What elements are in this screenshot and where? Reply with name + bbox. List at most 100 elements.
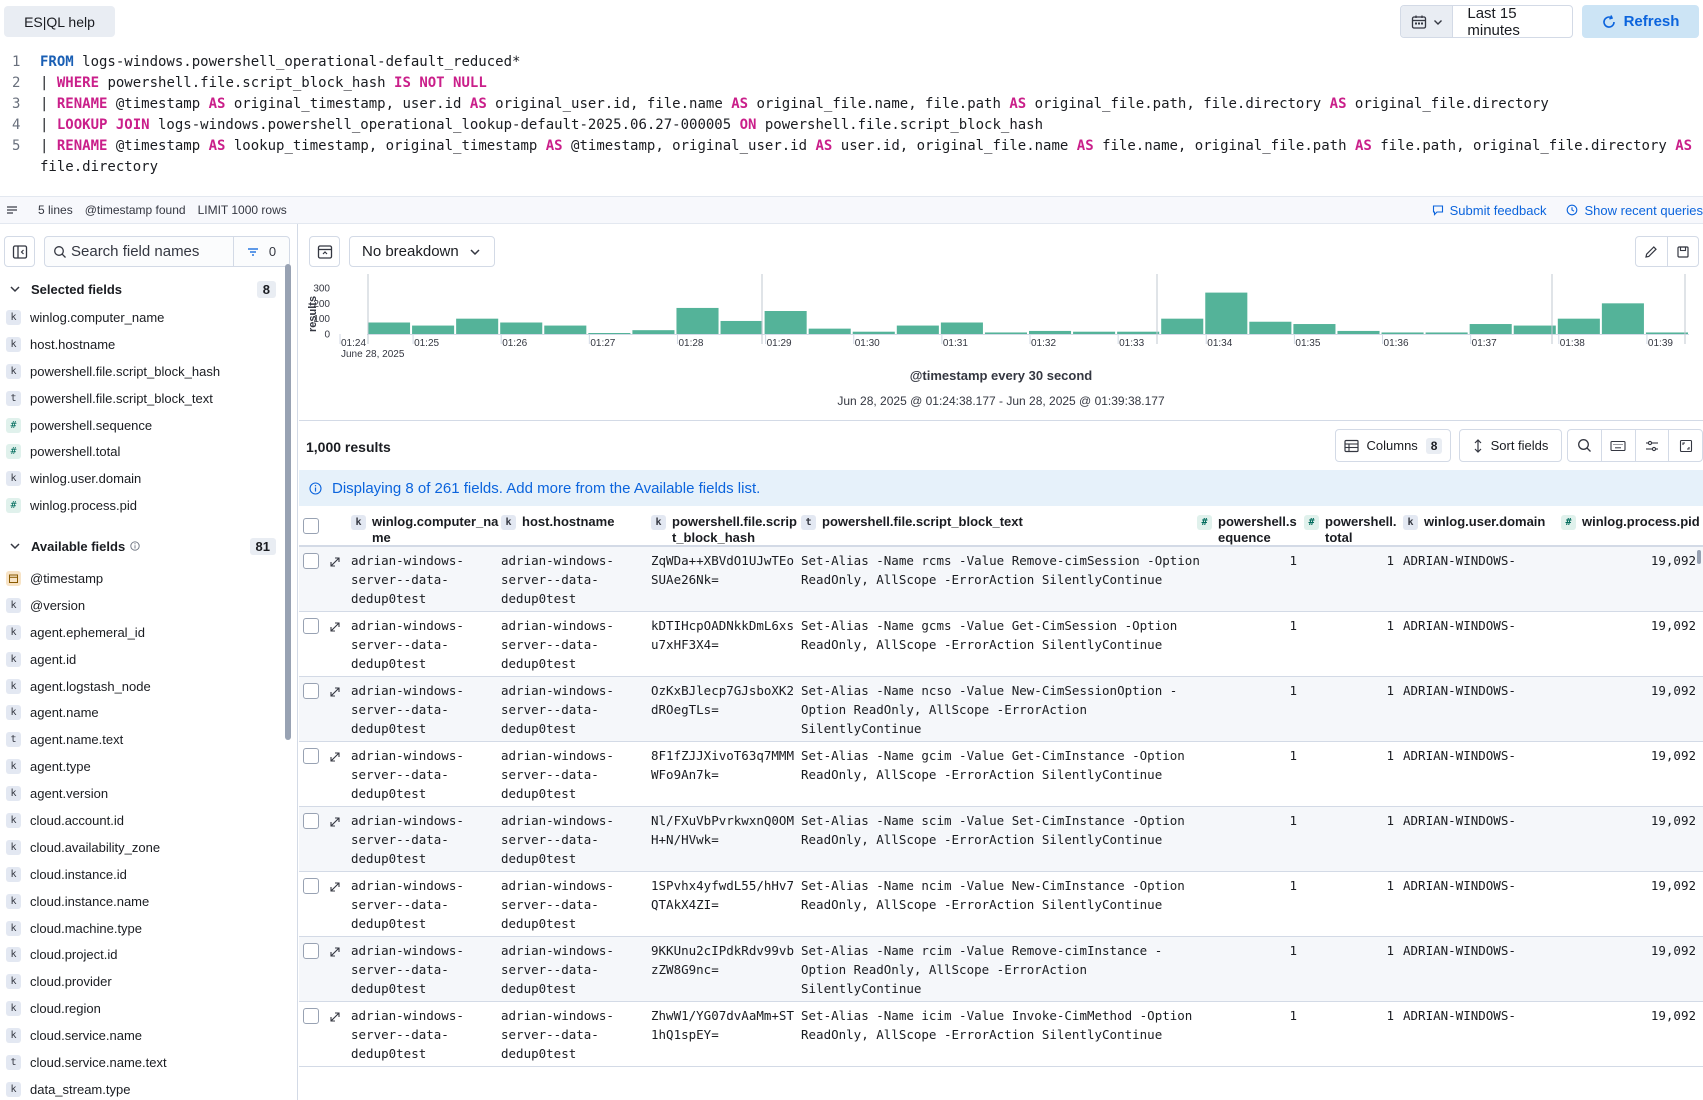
row-checkbox[interactable] xyxy=(303,748,319,764)
field-item[interactable]: k winlog.computer_name xyxy=(6,304,276,331)
field-search[interactable]: 0 xyxy=(44,236,290,267)
editor-line[interactable]: 5 | RENAME @timestamp AS lookup_timestamp… xyxy=(0,136,1703,157)
select-all-checkbox[interactable] xyxy=(303,518,319,534)
field-item[interactable]: # powershell.sequence xyxy=(6,412,276,439)
field-item[interactable]: k powershell.file.script_block_hash xyxy=(6,358,276,385)
expand-row-icon[interactable] xyxy=(329,555,341,574)
sidebar-scrollbar[interactable] xyxy=(285,264,291,740)
esql-help-button[interactable]: ES|QL help xyxy=(4,6,115,37)
columns-button[interactable]: Columns 8 xyxy=(1335,429,1451,462)
edit-visualization-button[interactable] xyxy=(1636,237,1667,266)
expand-row-icon[interactable] xyxy=(329,815,341,834)
show-recent-queries-link[interactable]: Show recent queries xyxy=(1566,203,1703,218)
table-row[interactable]: adrian-windows- server--data- dedup0test… xyxy=(299,612,1703,677)
field-item[interactable]: k data_stream.type xyxy=(6,1076,276,1100)
keyboard-shortcuts-button[interactable] xyxy=(1600,430,1635,461)
grid-search-button[interactable] xyxy=(1568,430,1601,461)
field-item[interactable]: k agent.version xyxy=(6,780,276,807)
fullscreen-button[interactable] xyxy=(1668,430,1702,461)
field-item[interactable]: k cloud.region xyxy=(6,995,276,1022)
histogram-bar xyxy=(1425,332,1468,334)
field-filter-button[interactable]: 0 xyxy=(233,237,289,266)
selected-fields-header[interactable]: Selected fields 8 xyxy=(6,276,276,302)
table-row[interactable]: adrian-windows- server--data- dedup0test… xyxy=(299,937,1703,1002)
field-item[interactable]: k cloud.instance.name xyxy=(6,888,276,915)
collapse-sidebar-button[interactable] xyxy=(4,236,35,267)
grid-scrollbar[interactable] xyxy=(1697,550,1701,564)
table-row[interactable]: adrian-windows- server--data- dedup0test… xyxy=(299,742,1703,807)
date-range-label[interactable]: Last 15 minutes xyxy=(1467,4,1520,39)
editor-line[interactable]: 1 FROM logs-windows.powershell_operationa… xyxy=(0,52,1703,73)
row-checkbox[interactable] xyxy=(303,878,319,894)
column-header[interactable]: # powershell.s equence xyxy=(1197,514,1297,546)
field-item[interactable]: k cloud.instance.id xyxy=(6,861,276,888)
field-search-input[interactable] xyxy=(71,243,231,260)
field-item[interactable]: k agent.name xyxy=(6,699,276,726)
table-row[interactable]: adrian-windows- server--data- dedup0test… xyxy=(299,1002,1703,1067)
sort-fields-button[interactable]: Sort fields xyxy=(1459,429,1562,462)
info-icon[interactable] xyxy=(130,541,140,551)
field-item[interactable]: t cloud.service.name.text xyxy=(6,1049,276,1076)
field-item[interactable]: k cloud.service.name xyxy=(6,1022,276,1049)
field-item[interactable]: k cloud.project.id xyxy=(6,941,276,968)
query-editor[interactable]: 1 FROM logs-windows.powershell_operationa… xyxy=(0,52,1703,192)
field-item[interactable]: @timestamp xyxy=(6,565,276,592)
field-item[interactable]: k agent.logstash_node xyxy=(6,673,276,700)
keyword-type-icon: k xyxy=(6,471,21,487)
editor-line[interactable]: 2 | WHERE powershell.file.script_block_ha… xyxy=(0,73,1703,94)
field-item[interactable]: k winlog.user.domain xyxy=(6,465,276,492)
editor-line[interactable]: 4 | LOOKUP JOIN logs-windows.powershell_o… xyxy=(0,115,1703,136)
field-item[interactable]: t powershell.file.script_block_text xyxy=(6,385,276,412)
submit-feedback-link[interactable]: Submit feedback xyxy=(1432,203,1559,218)
field-item[interactable]: k cloud.availability_zone xyxy=(6,834,276,861)
column-header[interactable]: k winlog.computer_na me xyxy=(351,514,498,546)
row-checkbox[interactable] xyxy=(303,553,319,569)
expand-row-icon[interactable] xyxy=(329,880,341,899)
save-visualization-button[interactable] xyxy=(1666,237,1699,266)
table-row[interactable]: adrian-windows- server--data- dedup0test… xyxy=(299,547,1703,612)
available-fields-header[interactable]: Available fields 81 xyxy=(6,533,276,559)
row-checkbox[interactable] xyxy=(303,618,319,634)
refresh-button[interactable]: Refresh xyxy=(1582,5,1699,38)
display-settings-button[interactable] xyxy=(1634,430,1669,461)
column-header[interactable]: k host.hostname xyxy=(501,514,614,530)
field-item[interactable]: t agent.name.text xyxy=(6,726,276,753)
expand-row-icon[interactable] xyxy=(329,685,341,704)
table-row[interactable]: adrian-windows- server--data- dedup0test… xyxy=(299,677,1703,742)
field-item[interactable]: k cloud.machine.type xyxy=(6,915,276,942)
table-row[interactable]: adrian-windows- server--data- dedup0test… xyxy=(299,807,1703,872)
row-checkbox[interactable] xyxy=(303,1008,319,1024)
field-item[interactable]: k agent.type xyxy=(6,753,276,780)
toggle-chart-button[interactable] xyxy=(309,236,340,267)
refresh-icon xyxy=(1602,14,1615,28)
editor-line[interactable]: 3 | RENAME @timestamp AS original_timesta… xyxy=(0,94,1703,115)
keyword-type-icon: k xyxy=(651,515,666,530)
expand-row-icon[interactable] xyxy=(329,1010,341,1029)
column-header[interactable]: t powershell.file.script_block_text xyxy=(801,514,1023,530)
field-item[interactable]: k cloud.provider xyxy=(6,968,276,995)
field-item[interactable]: k agent.ephemeral_id xyxy=(6,619,276,646)
field-item[interactable]: # winlog.process.pid xyxy=(6,492,276,519)
row-checkbox[interactable] xyxy=(303,683,319,699)
column-header[interactable]: # winlog.process.pid xyxy=(1561,514,1700,530)
expand-row-icon[interactable] xyxy=(329,620,341,639)
field-item[interactable]: k @version xyxy=(6,592,276,619)
field-item[interactable]: k cloud.account.id xyxy=(6,807,276,834)
column-header[interactable]: # powershell. total xyxy=(1304,514,1397,546)
column-header[interactable]: k winlog.user.domain xyxy=(1403,514,1545,530)
expand-row-icon[interactable] xyxy=(329,750,341,769)
date-picker[interactable]: Last 15 minutes xyxy=(1400,4,1573,39)
field-item[interactable]: k agent.id xyxy=(6,646,276,673)
field-item[interactable]: k host.hostname xyxy=(6,331,276,358)
expand-row-icon[interactable] xyxy=(329,945,341,964)
code-token: @timestamp, original_user.id xyxy=(562,138,816,154)
field-item[interactable]: # powershell.total xyxy=(6,438,276,465)
editor-line[interactable]: file.directory xyxy=(0,157,1703,178)
row-checkbox[interactable] xyxy=(303,943,319,959)
table-row[interactable]: adrian-windows- server--data- dedup0test… xyxy=(299,872,1703,937)
cell-text: Set-Alias -Name scim -Value Set-CimInsta… xyxy=(801,813,1185,847)
quick-select-button[interactable] xyxy=(1401,6,1454,37)
row-checkbox[interactable] xyxy=(303,813,319,829)
breakdown-select[interactable]: No breakdown xyxy=(349,236,495,267)
column-header[interactable]: k powershell.file.scrip t_block_hash xyxy=(651,514,797,546)
